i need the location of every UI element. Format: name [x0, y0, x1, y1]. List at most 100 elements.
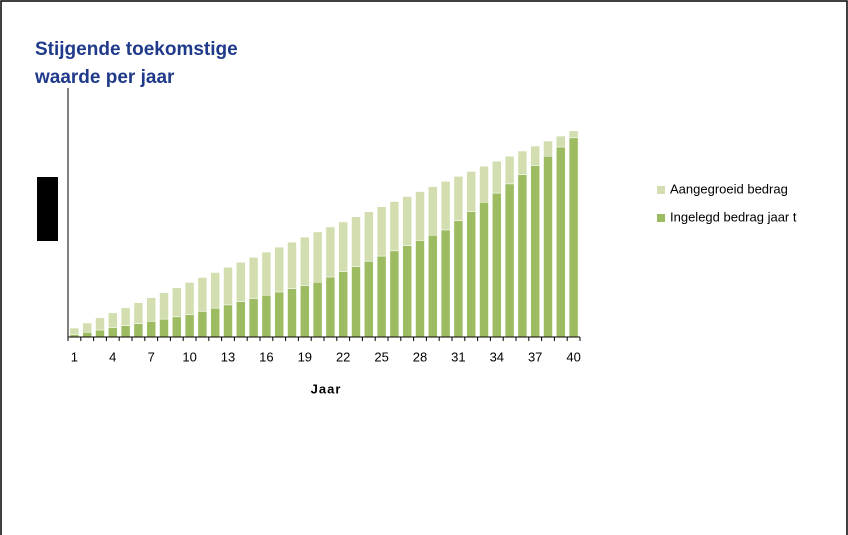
- bar-segment: [364, 261, 374, 338]
- chart-title: Stijgende toekomstige: [35, 39, 238, 60]
- x-tick-label: 40: [566, 349, 580, 364]
- bar-segment: [312, 231, 323, 283]
- x-tick-label: 19: [298, 349, 312, 364]
- x-tick-label: 4: [109, 349, 116, 364]
- x-tick-label: 13: [221, 349, 235, 364]
- bar-segment: [338, 271, 348, 338]
- bar-segment: [492, 160, 502, 194]
- bar-segment: [556, 146, 566, 338]
- bar-segment: [82, 322, 92, 333]
- bar-segment: [530, 145, 540, 166]
- bar-segment: [69, 327, 80, 335]
- bar-segment: [351, 266, 361, 338]
- x-tick-label: 1: [71, 349, 78, 364]
- x-tick-label: 25: [374, 349, 388, 364]
- x-tick-label: 10: [182, 349, 196, 364]
- bar-segment: [261, 294, 272, 338]
- x-tick-label: 37: [528, 349, 542, 364]
- bar-segment: [428, 234, 438, 338]
- bar-segment: [248, 257, 259, 299]
- bar-segment: [133, 302, 144, 324]
- bar-segment: [466, 211, 476, 338]
- bar-segment: [402, 196, 412, 246]
- bar-segment: [543, 140, 553, 157]
- legend-label: Aangegroeid bedrag: [670, 181, 788, 196]
- bar-segment: [389, 250, 400, 338]
- bar-segment: [453, 220, 464, 338]
- bar-segment: [517, 150, 528, 175]
- bar-segment: [338, 221, 348, 273]
- bar-segment: [428, 186, 438, 236]
- x-tick-label: 31: [451, 349, 465, 364]
- bar-segment: [440, 229, 451, 338]
- legend-swatch: [657, 186, 665, 194]
- bar-segment: [568, 130, 579, 139]
- x-axis-label: Jaar: [311, 381, 342, 396]
- bar-segment: [479, 202, 489, 338]
- bar-segment: [440, 181, 451, 231]
- bar-segment: [159, 318, 169, 338]
- bar-segment: [172, 316, 182, 338]
- bar-segment: [466, 171, 476, 212]
- bar-segment: [415, 191, 425, 241]
- chart-title: waarde per jaar: [34, 67, 175, 88]
- x-tick-label: 34: [490, 349, 504, 364]
- bar-segment: [210, 272, 220, 309]
- bar-segment: [95, 317, 105, 331]
- bar-segment: [236, 262, 246, 302]
- bar-segment: [184, 282, 195, 315]
- bar-segment: [146, 321, 156, 338]
- legend-label: Ingelegd bedrag jaar t: [670, 209, 797, 224]
- bar-segment: [236, 301, 246, 338]
- bar-segment: [504, 183, 515, 338]
- bar-segment: [504, 155, 515, 185]
- bar-segment: [172, 287, 182, 318]
- bar-segment: [274, 246, 284, 293]
- bar-segment: [479, 165, 489, 203]
- bar-segment: [389, 201, 400, 252]
- bar-segment: [108, 327, 118, 338]
- bar-segment: [376, 255, 387, 338]
- bar-segment: [453, 176, 464, 221]
- bar-segment: [492, 192, 502, 338]
- bar-segment: [312, 281, 323, 338]
- redaction-block: [37, 177, 58, 241]
- bar-segment: [223, 267, 233, 306]
- bar-segment: [82, 332, 92, 338]
- bar-segment: [108, 312, 118, 329]
- x-tick-label: 22: [336, 349, 350, 364]
- bar-segment: [325, 276, 336, 338]
- legend-swatch: [657, 214, 665, 222]
- bar-segment: [146, 297, 156, 322]
- bar-segment: [223, 304, 233, 338]
- bar-segment: [351, 216, 361, 267]
- bar-segment: [210, 307, 220, 338]
- x-tick-label: 28: [413, 349, 427, 364]
- bar-segment: [120, 307, 131, 326]
- bar-segment: [517, 174, 528, 338]
- bar-segment: [197, 311, 208, 338]
- bar-segment: [376, 206, 387, 257]
- bar-segment: [184, 314, 195, 338]
- bar-segment: [133, 323, 144, 338]
- bar-segment: [543, 155, 553, 338]
- bar-segment: [287, 241, 297, 289]
- bar-segment: [197, 277, 208, 312]
- bar-segment: [159, 292, 169, 320]
- bar-segment: [556, 135, 566, 148]
- bar-segment: [300, 285, 310, 338]
- bar-segment: [402, 245, 412, 338]
- x-tick-label: 7: [148, 349, 155, 364]
- bar-segment: [248, 298, 259, 338]
- bar-segment: [530, 165, 540, 338]
- bar-segment: [261, 251, 272, 296]
- bar-segment: [287, 288, 297, 338]
- bar-segment: [120, 325, 131, 338]
- bar-segment: [415, 240, 425, 338]
- bar-segment: [95, 329, 105, 338]
- bar-segment: [274, 291, 284, 338]
- bar-segment: [325, 226, 336, 278]
